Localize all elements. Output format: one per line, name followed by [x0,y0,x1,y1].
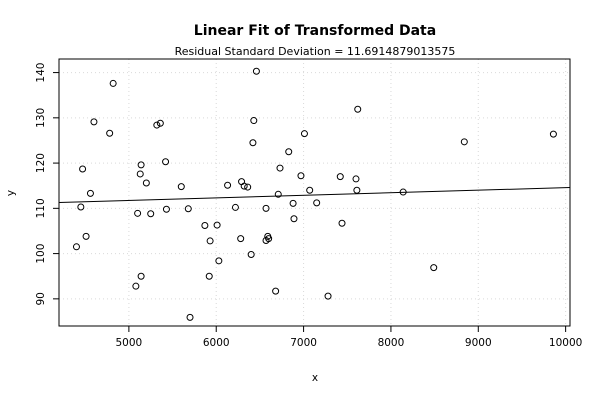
x-axis: 5000 6000 7000 8000 9000 10000 [116,326,582,349]
data-point [142,179,150,187]
data-point [338,219,346,227]
data-point [153,121,161,129]
grid-lines [59,59,570,326]
data-point [285,148,293,156]
data-point [79,165,87,173]
data-point [86,189,94,197]
data-point [147,210,155,218]
y-tick-label: 90 [35,292,47,305]
x-tick-label: 10000 [549,337,582,349]
data-point [206,237,214,245]
y-axis: 90 100 110 120 130 140 [35,63,59,306]
data-point [336,173,344,181]
data-point [244,183,252,191]
data-point [250,117,258,125]
data-point [313,199,321,207]
x-tick-label: 5000 [116,337,143,349]
data-point [137,161,145,169]
data-points [72,67,557,321]
y-tick-label: 120 [35,153,47,173]
data-point [109,79,117,87]
data-point [162,158,170,166]
data-point [297,172,305,180]
data-point [324,292,332,300]
data-point [132,282,140,290]
data-point [306,186,314,194]
x-tick-label: 8000 [378,337,405,349]
data-point [184,205,192,213]
data-point [252,67,260,75]
data-point [274,190,282,198]
data-point [136,170,144,178]
data-point [276,164,284,172]
data-point [82,232,90,240]
x-axis-label: x [312,372,318,384]
data-point [156,119,164,127]
data-point [430,264,438,272]
data-point [549,130,557,138]
data-point [249,139,257,147]
data-point [290,215,298,223]
data-point [237,235,245,243]
data-point [106,129,114,137]
data-point [213,221,221,229]
data-point [134,209,142,217]
data-point [137,272,145,280]
fit-line-group [58,187,571,203]
y-tick-label: 100 [35,244,47,264]
data-point [460,138,468,146]
x-tick-label: 6000 [203,337,230,349]
y-tick-label: 110 [35,198,47,218]
x-tick-label: 7000 [290,337,317,349]
data-point [162,205,170,213]
data-point [352,175,360,183]
data-point [262,204,270,212]
data-point [247,250,255,258]
data-point [399,188,407,196]
fit-line [58,187,571,203]
data-point [215,257,223,265]
y-tick-label: 130 [35,108,47,128]
plot-frame [58,58,571,327]
data-point [289,199,297,207]
data-point [354,105,362,113]
data-point [77,203,85,211]
data-point [224,181,232,189]
data-point [90,118,98,126]
y-tick-label: 140 [35,63,47,83]
data-point [265,235,273,243]
data-point [272,287,280,295]
x-tick-label: 9000 [465,337,492,349]
data-point [231,203,239,211]
data-point [353,186,361,194]
data-point [186,313,194,321]
chart-title: Linear Fit of Transformed Data [194,23,436,39]
data-point [72,243,80,251]
data-point [201,222,209,230]
data-point [240,182,248,190]
chart-subtitle: Residual Standard Deviation = 11.6914879… [175,45,456,58]
data-point [205,272,213,280]
y-axis-label: y [5,190,17,196]
data-point [300,130,308,138]
data-point [177,183,185,191]
